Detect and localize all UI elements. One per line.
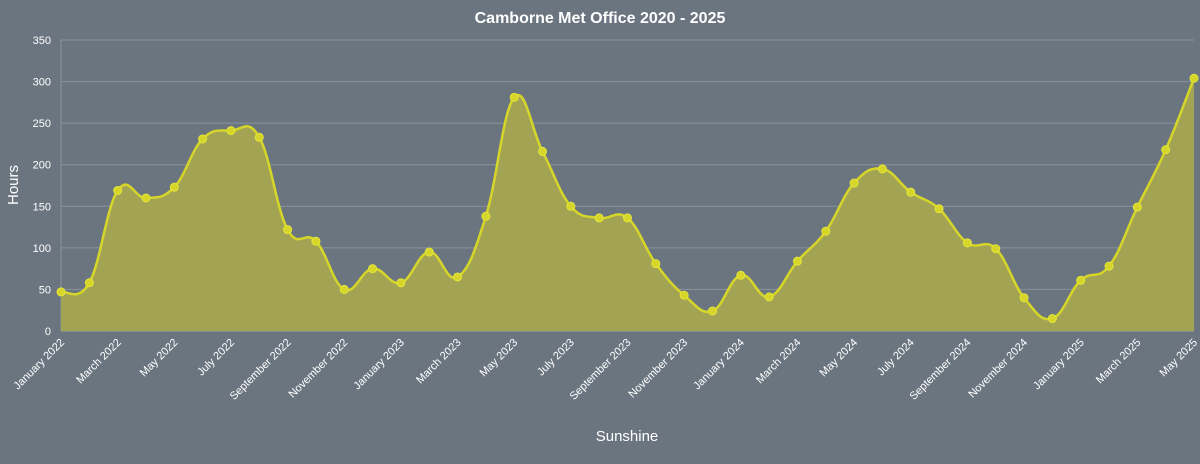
- x-tick-label: July 2022: [195, 337, 237, 379]
- data-point-february-2024: [764, 292, 774, 302]
- data-point-january-2023: [396, 278, 406, 288]
- x-tick-label: May 2024: [818, 337, 861, 380]
- data-point-may-2025: [1189, 73, 1199, 83]
- data-point-june-2022: [198, 134, 208, 144]
- data-point-april-2024: [821, 226, 831, 236]
- y-tick-label: 300: [33, 77, 51, 89]
- data-point-october-2022: [311, 236, 321, 246]
- x-tick-label: January 2023: [351, 337, 407, 393]
- y-tick-label: 0: [45, 326, 51, 338]
- data-point-january-2025: [1076, 275, 1086, 285]
- x-tick-label: March 2025: [1094, 337, 1144, 387]
- x-tick-label: January 2025: [1031, 337, 1087, 393]
- x-tick-label: May 2023: [478, 337, 521, 380]
- chart-title: Camborne Met Office 2020 - 2025: [475, 10, 726, 27]
- data-point-september-2023: [623, 213, 632, 223]
- data-point-february-2022: [84, 278, 94, 288]
- data-point-november-2022: [339, 284, 349, 294]
- data-point-june-2024: [877, 164, 887, 174]
- data-point-february-2025: [1104, 261, 1114, 271]
- x-tick-label: May 2025: [1157, 337, 1200, 380]
- data-point-august-2024: [934, 204, 944, 214]
- data-point-july-2022: [226, 126, 236, 136]
- data-point-august-2022: [254, 132, 264, 142]
- x-axis-ticks: January 2022 March 2022 May 2022 July 2022S…: [11, 337, 1200, 403]
- data-points: [56, 73, 1199, 324]
- data-point-october-2023: [651, 259, 661, 269]
- x-tick-label: September 2022: [228, 337, 294, 403]
- data-point-september-2024: [962, 238, 972, 248]
- data-point-september-2022: [283, 225, 293, 235]
- x-tick-label: March 2022: [74, 337, 124, 387]
- data-point-april-2023: [481, 211, 491, 221]
- x-tick-label: September 2024: [908, 337, 974, 403]
- data-point-october-2024: [991, 244, 1001, 254]
- data-point-may-2022: [169, 182, 179, 192]
- data-point-march-2024: [792, 256, 802, 266]
- y-tick-label: 250: [33, 118, 51, 130]
- data-point-may-2024: [849, 178, 859, 188]
- data-point-march-2023: [453, 272, 463, 282]
- data-point-december-2023: [707, 306, 717, 316]
- data-point-april-2022: [141, 193, 151, 203]
- x-tick-label: November 2024: [966, 337, 1030, 401]
- data-point-may-2023: [509, 92, 519, 102]
- x-tick-label: November 2022: [287, 337, 351, 401]
- data-point-june-2023: [538, 146, 548, 156]
- y-tick-label: 200: [33, 160, 51, 172]
- x-tick-label: July 2023: [535, 337, 577, 379]
- data-point-january-2024: [736, 270, 746, 280]
- data-point-april-2025: [1161, 145, 1171, 155]
- y-tick-label: 150: [33, 201, 51, 213]
- data-point-december-2022: [368, 264, 378, 274]
- x-tick-label: September 2023: [568, 337, 634, 403]
- data-point-march-2025: [1132, 202, 1142, 212]
- data-point-july-2023: [566, 201, 576, 211]
- data-point-march-2022: [113, 185, 123, 195]
- y-axis-ticks: 0 50 100 150 200 250 300 350: [33, 35, 51, 338]
- x-tick-label: March 2024: [754, 337, 804, 387]
- y-tick-label: 350: [33, 35, 51, 47]
- y-axis-title: Hours: [5, 165, 22, 205]
- data-point-august-2023: [594, 213, 604, 223]
- x-tick-label: May 2022: [138, 337, 181, 380]
- data-point-february-2023: [424, 247, 434, 257]
- y-tick-label: 100: [33, 243, 51, 255]
- data-point-november-2024: [1019, 293, 1029, 303]
- data-point-december-2024: [1047, 314, 1057, 324]
- sunshine-area-fill: [61, 78, 1194, 331]
- x-tick-label: March 2023: [414, 337, 464, 387]
- sunshine-line: [60, 77, 1196, 321]
- data-point-january-2022: [56, 287, 66, 297]
- y-tick-label: 50: [39, 284, 51, 296]
- data-point-july-2024: [906, 187, 916, 197]
- x-tick-label: January 2024: [691, 337, 747, 393]
- x-axis-title: Sunshine: [596, 428, 659, 445]
- x-tick-label: November 2023: [626, 337, 690, 401]
- x-tick-label: January 2022: [11, 337, 67, 393]
- data-point-november-2023: [679, 290, 689, 300]
- x-tick-label: July 2024: [875, 337, 917, 379]
